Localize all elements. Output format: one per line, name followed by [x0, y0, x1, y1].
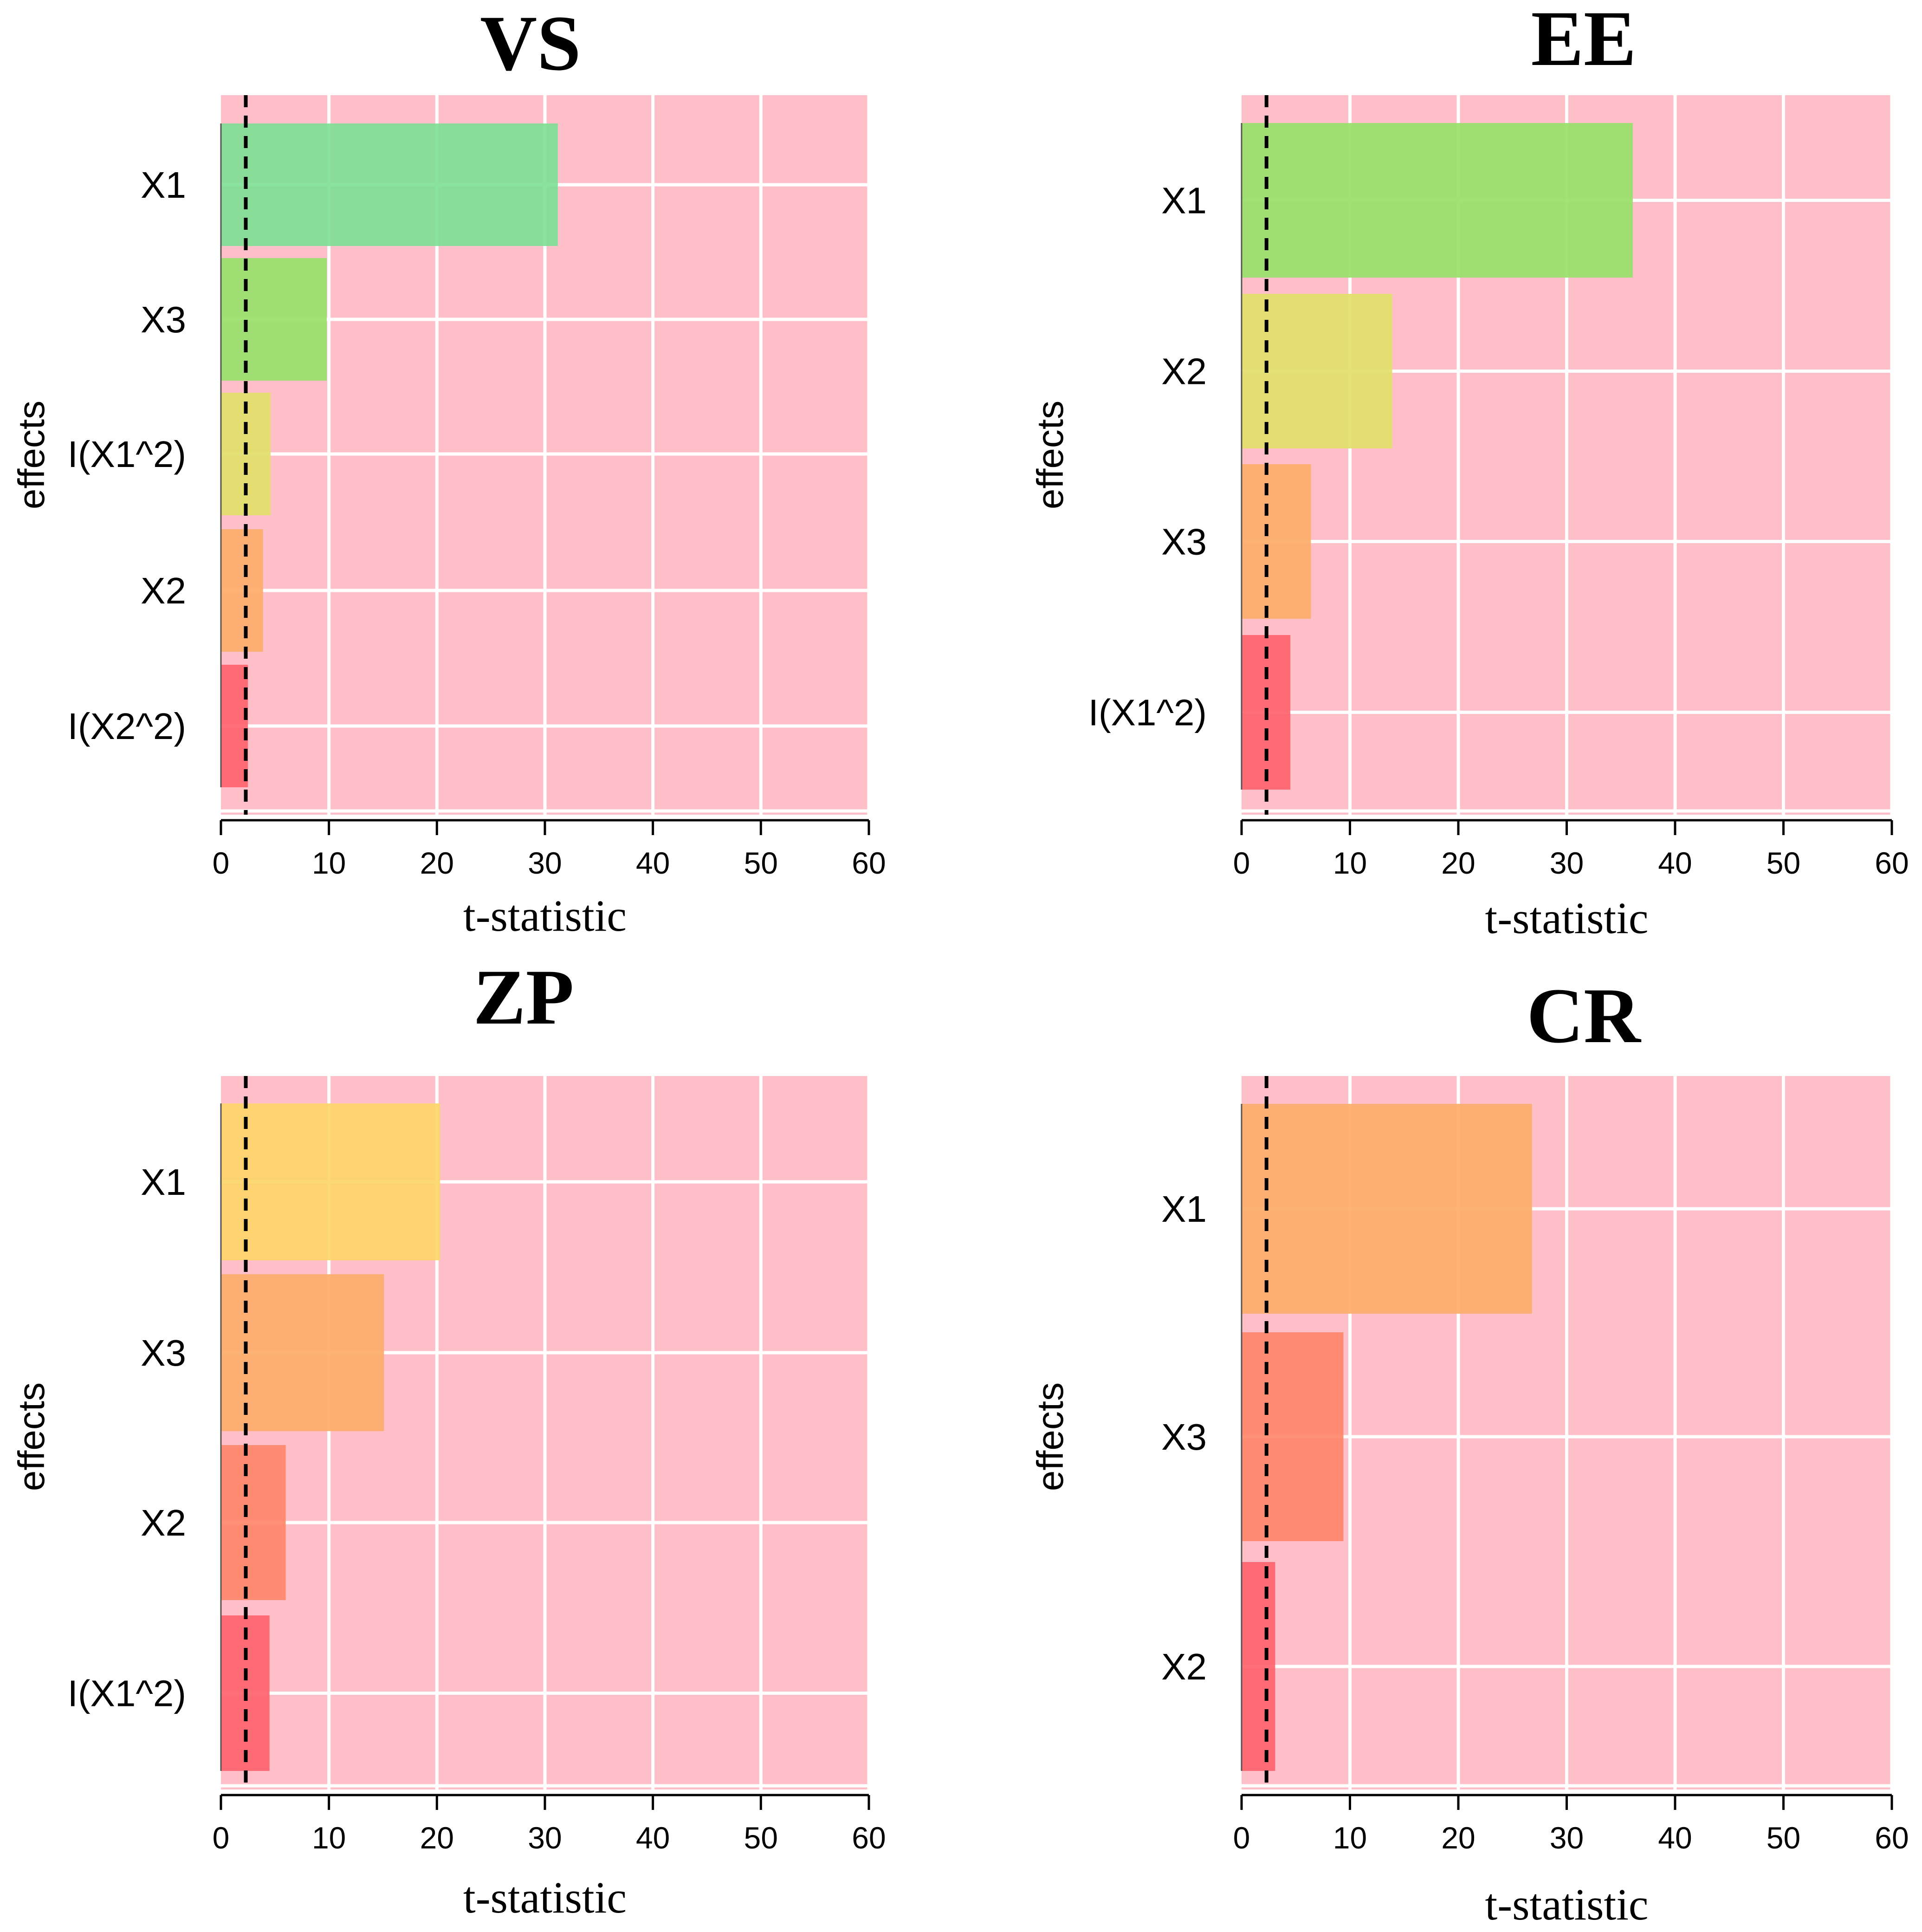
x-tick-label: 0	[1233, 846, 1250, 880]
x-tick-label: 30	[528, 846, 562, 880]
category-label: X1	[141, 164, 186, 206]
x-tick-label: 10	[312, 846, 346, 880]
category-label: I(X1^2)	[68, 1673, 186, 1714]
bar-x2	[1242, 294, 1392, 448]
x-tick-label: 0	[213, 846, 230, 880]
category-label: X3	[141, 1332, 186, 1374]
bar-x1	[221, 1103, 440, 1260]
chart-title: EE	[1531, 0, 1637, 82]
x-tick-label: 60	[1875, 846, 1909, 880]
y-axis-label: effects	[11, 1382, 52, 1491]
bar-x1	[221, 123, 558, 246]
category-label: X1	[141, 1161, 186, 1203]
x-tick-label: 60	[1875, 1821, 1909, 1855]
chart-title: CR	[1527, 972, 1642, 1059]
bar-x2	[221, 1445, 286, 1600]
category-label: I(X2^2)	[68, 706, 186, 747]
category-label: X2	[141, 570, 186, 611]
x-tick-label: 60	[852, 846, 886, 880]
category-label: X3	[1161, 1416, 1207, 1458]
x-tick-label: 0	[1233, 1821, 1250, 1855]
bar-x2	[221, 529, 263, 652]
chart-panel-cr: 0 10 20 30 40 50 60 X1 X3 X2 CR t-statistic effects	[1029, 972, 1909, 1929]
bar-x1	[1242, 123, 1633, 278]
x-tick-label: 30	[528, 1821, 562, 1855]
category-label: X3	[1161, 521, 1207, 563]
x-tick-label: 40	[1658, 1821, 1692, 1855]
bar-x1	[1242, 1104, 1532, 1314]
bar-x3	[1242, 1332, 1344, 1541]
category-label: I(X1^2)	[1088, 692, 1207, 733]
x-tick-label: 10	[1333, 846, 1367, 880]
y-axis-label: effects	[11, 401, 52, 509]
bar-i-x2-2-	[221, 665, 248, 787]
x-axis-label: t-statistic	[463, 891, 627, 940]
category-label: X2	[141, 1502, 186, 1543]
category-label: X1	[1161, 180, 1207, 221]
x-axis-label: t-statistic	[1485, 893, 1649, 943]
bar-x3	[1242, 464, 1311, 619]
category-label: X2	[1161, 1646, 1207, 1687]
bar-x3	[221, 1274, 384, 1431]
category-label: X2	[1161, 351, 1207, 392]
chart-panel-ee: 0 10 20 30 40 50 60 X1 X2 X3 I(X1^2) EE t-statistic e…	[1029, 0, 1909, 943]
x-tick-label: 50	[744, 846, 778, 880]
x-tick-label: 40	[1658, 846, 1692, 880]
x-tick-label: 50	[1767, 846, 1800, 880]
x-axis-label: t-statistic	[1485, 1880, 1649, 1929]
chart-panel-zp: 0 10 20 30 40 50 60 X1 X3 X2 I(X1^2) ZP t-statistic e…	[11, 953, 886, 1922]
x-tick-label: 40	[636, 1821, 670, 1855]
x-tick-label: 50	[1767, 1821, 1800, 1855]
x-tick-label: 20	[420, 1821, 454, 1855]
chart-title: ZP	[473, 953, 574, 1041]
y-axis-label: effects	[1029, 401, 1071, 509]
category-label: I(X1^2)	[68, 434, 186, 475]
x-tick-label: 10	[312, 1821, 346, 1855]
x-axis-label: t-statistic	[463, 1873, 627, 1922]
chart-panel-vs: 0 10 20 30 40 50 60 X1 X3 I(X1^2) X2 I(X2^2) VS t-sta…	[11, 0, 886, 940]
chart-title: VS	[480, 0, 581, 87]
x-tick-label: 20	[1441, 846, 1475, 880]
y-axis-label: effects	[1029, 1382, 1071, 1491]
category-label: X3	[141, 299, 186, 340]
x-tick-label: 20	[1441, 1821, 1475, 1855]
x-tick-label: 20	[420, 846, 454, 880]
x-tick-label: 30	[1550, 846, 1584, 880]
x-tick-label: 0	[213, 1821, 230, 1855]
x-tick-label: 30	[1550, 1821, 1584, 1855]
x-tick-label: 50	[744, 1821, 778, 1855]
category-label: X1	[1161, 1188, 1207, 1230]
x-tick-label: 40	[636, 846, 670, 880]
x-tick-label: 60	[852, 1821, 886, 1855]
bar-x2	[1242, 1562, 1275, 1771]
bar-x3	[221, 258, 327, 381]
x-tick-label: 10	[1333, 1821, 1367, 1855]
